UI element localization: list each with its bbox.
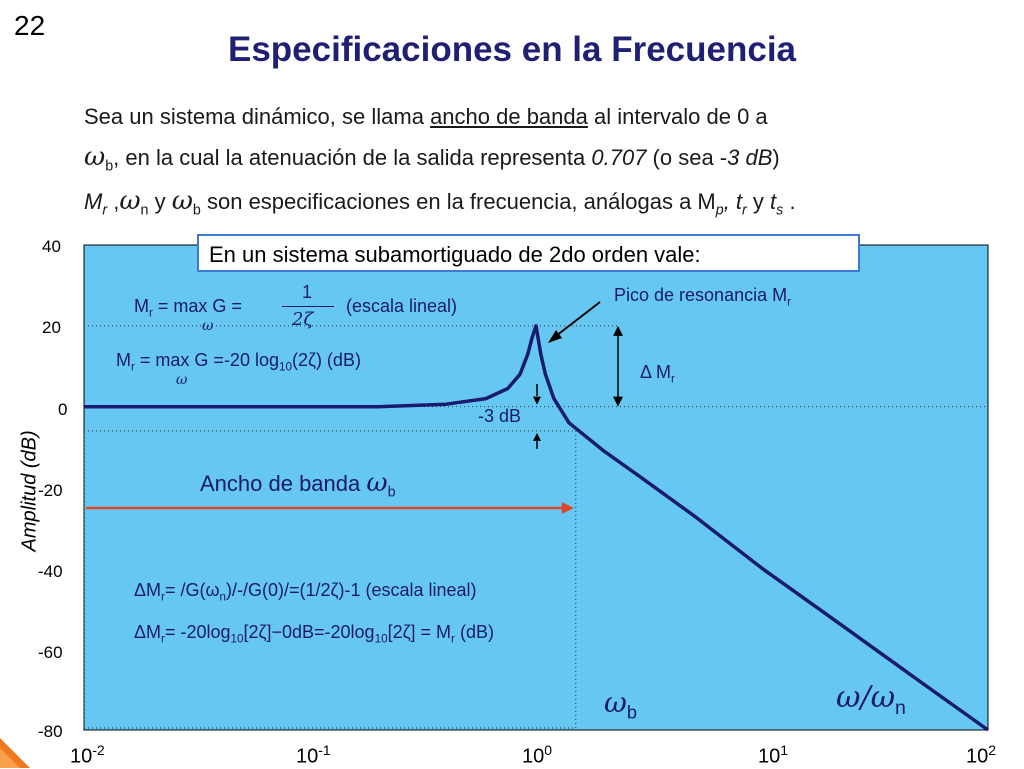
wb-symbol: ω [171,186,193,216]
ts-symbol: t [770,189,777,214]
note-box: En un sistema subamortiguado de 2do orde… [197,234,860,272]
xtick-label: 10-2 [70,742,105,768]
wn-symbol: ω [119,186,141,216]
wb-axis-label: ωb [604,686,637,723]
ytick-label: 20 [42,318,61,337]
slide-number: 22 [14,10,46,41]
minus3db-arrowhead-top [533,396,541,405]
intro-close: ) [772,145,780,170]
ytick-label: -40 [38,562,63,581]
magnitude-curve [84,324,990,732]
intro-text-end: al intervalo de 0 a [587,104,768,129]
delta-mr-arrowhead-bottom [613,396,623,407]
bandwidth-arrowhead [561,502,574,514]
wb-sub: b [192,202,201,219]
slide-title: Especificaciones en la Frecuencia [227,30,797,69]
ytick-label: -80 [38,722,63,741]
ytick-label: -20 [38,481,63,500]
delta-mr-linear: ΔMr= /G(ωn)/-/G(0)/=(1/2ζ)-1 (escala lin… [134,580,477,604]
xtick-label: 101 [758,742,789,768]
db-value: 3 dB [727,145,773,170]
tr-symbol: , t [723,189,743,214]
delta-mr-label: Δ Mr [640,362,675,386]
tr-sub: r [742,202,747,219]
sep: , [107,189,120,214]
bandwidth-term: ancho de banda [430,104,588,129]
omega-sub: b [105,158,114,175]
mp-sub: p [715,202,724,219]
peak-pointer-head [548,330,562,343]
mr-formula-omega: ω [202,318,214,334]
y-axis-label: Amplitud (dB) [18,430,41,552]
wn-sub: n [140,202,149,219]
omega-symbol: ω [84,142,106,172]
intro-line-2: ωb, en la cual la atenuación de la salid… [84,142,780,174]
minus-3db-label: -3 dB [478,406,522,426]
mr-symbol: M [84,189,103,214]
xtick-label: 102 [966,742,997,768]
ytick-label: -60 [38,643,63,662]
attenuation-value: 0.707 [591,145,647,170]
corner-decoration [0,738,30,768]
mr-sub: r [102,202,108,219]
xtick-label: 10-1 [296,742,331,768]
mr-db-formula: Mr = max G =-20 log10(2ζ) (dB) [116,350,361,374]
mr-formula-denominator: 2ζ [292,309,314,330]
ytick-label: 0 [58,400,68,419]
minus3db-arrowhead-bottom [533,432,541,441]
mr-formula-note: (escala lineal) [346,296,458,316]
and-1: y [148,189,172,214]
intro-text: Sea un sistema dinámico, se llama [84,104,431,129]
peak-label: Pico de resonancia Mr [614,285,791,309]
ts-sub: s [776,202,784,219]
mr-db-omega: ω [176,372,188,388]
fraction-bar [282,306,334,307]
mr-formula: Mr = max G = [134,296,242,320]
w-over-wn-label: ω/ωn [836,680,906,719]
spec-text: son especificaciones en la frecuencia, a… [200,189,716,214]
intro-text-2: , en la cual la atenuación de la salida … [113,145,592,170]
end-dot: . [783,189,796,214]
delta-mr-arrowhead-top [613,325,623,336]
xtick-label: 100 [522,742,553,768]
and-2: y [746,189,771,214]
ytick-label: 40 [42,237,61,256]
bandwidth-label: Ancho de banda ωb [200,468,396,501]
delta-mr-db: ΔMr= -20log10[2ζ]−0dB=-20log10[2ζ] = Mr … [134,622,494,646]
mr-formula-numerator: 1 [302,282,313,302]
peak-pointer [555,301,601,337]
intro-line-3: Mr ,ωn y ωb son especificaciones en la f… [84,186,796,218]
intro-paren: (o sea - [646,145,728,170]
intro-line-1: Sea un sistema dinámico, se llama ancho … [84,104,768,130]
